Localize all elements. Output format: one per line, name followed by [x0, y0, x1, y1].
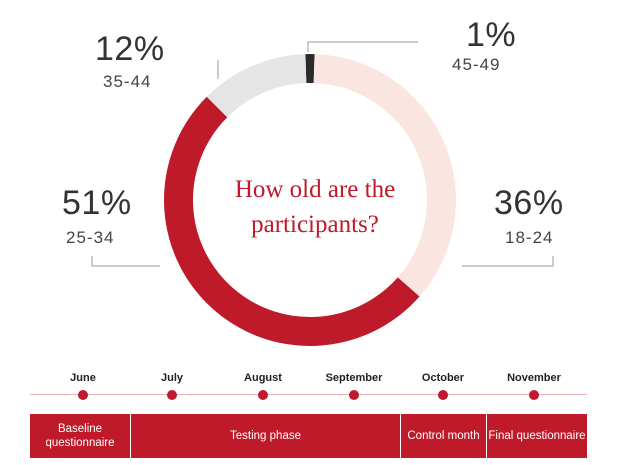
leader-18-24 [462, 256, 554, 267]
month-october: October [421, 372, 465, 384]
phase-baseline-questionnaire: Baseline questionnaire [30, 414, 130, 458]
timeline-dot-june [78, 390, 88, 400]
chart-title: How old are the participants? [234, 176, 396, 238]
month-july: July [160, 372, 184, 384]
donut-slice-35-44 [206, 54, 307, 118]
slice-percent-25-34: 51% [62, 184, 132, 222]
timeline-dot-october [438, 390, 448, 400]
slice-label-25-34: 25-34 [66, 228, 115, 247]
phase-control-month: Control month [400, 414, 486, 458]
donut-slice-45-49 [305, 54, 315, 84]
timeline-dot-november [529, 390, 539, 400]
donut-slice-25-34 [163, 96, 420, 347]
slice-label-18-24: 18-24 [505, 228, 554, 247]
slice-label-35-44: 35-44 [103, 72, 152, 91]
phase-testing: Testing phase [130, 414, 400, 458]
month-november: November [507, 372, 561, 384]
slice-percent-45-49: 1% [466, 16, 517, 54]
timeline-dot-july [167, 390, 177, 400]
leader-25-34 [91, 256, 160, 267]
leader-45-49 [307, 41, 418, 52]
month-june: June [70, 372, 96, 384]
timeline-line [30, 394, 587, 395]
donut-slice-18-24 [313, 54, 457, 297]
phase-final-questionnaire: Final questionnaire [486, 414, 587, 458]
month-august: August [244, 372, 282, 384]
slice-percent-18-24: 36% [494, 184, 564, 222]
timeline-dot-august [258, 390, 268, 400]
timeline-dot-september [349, 390, 359, 400]
month-september: September [325, 372, 383, 384]
slice-label-45-49: 45-49 [452, 55, 501, 74]
slice-percent-35-44: 12% [95, 30, 165, 68]
